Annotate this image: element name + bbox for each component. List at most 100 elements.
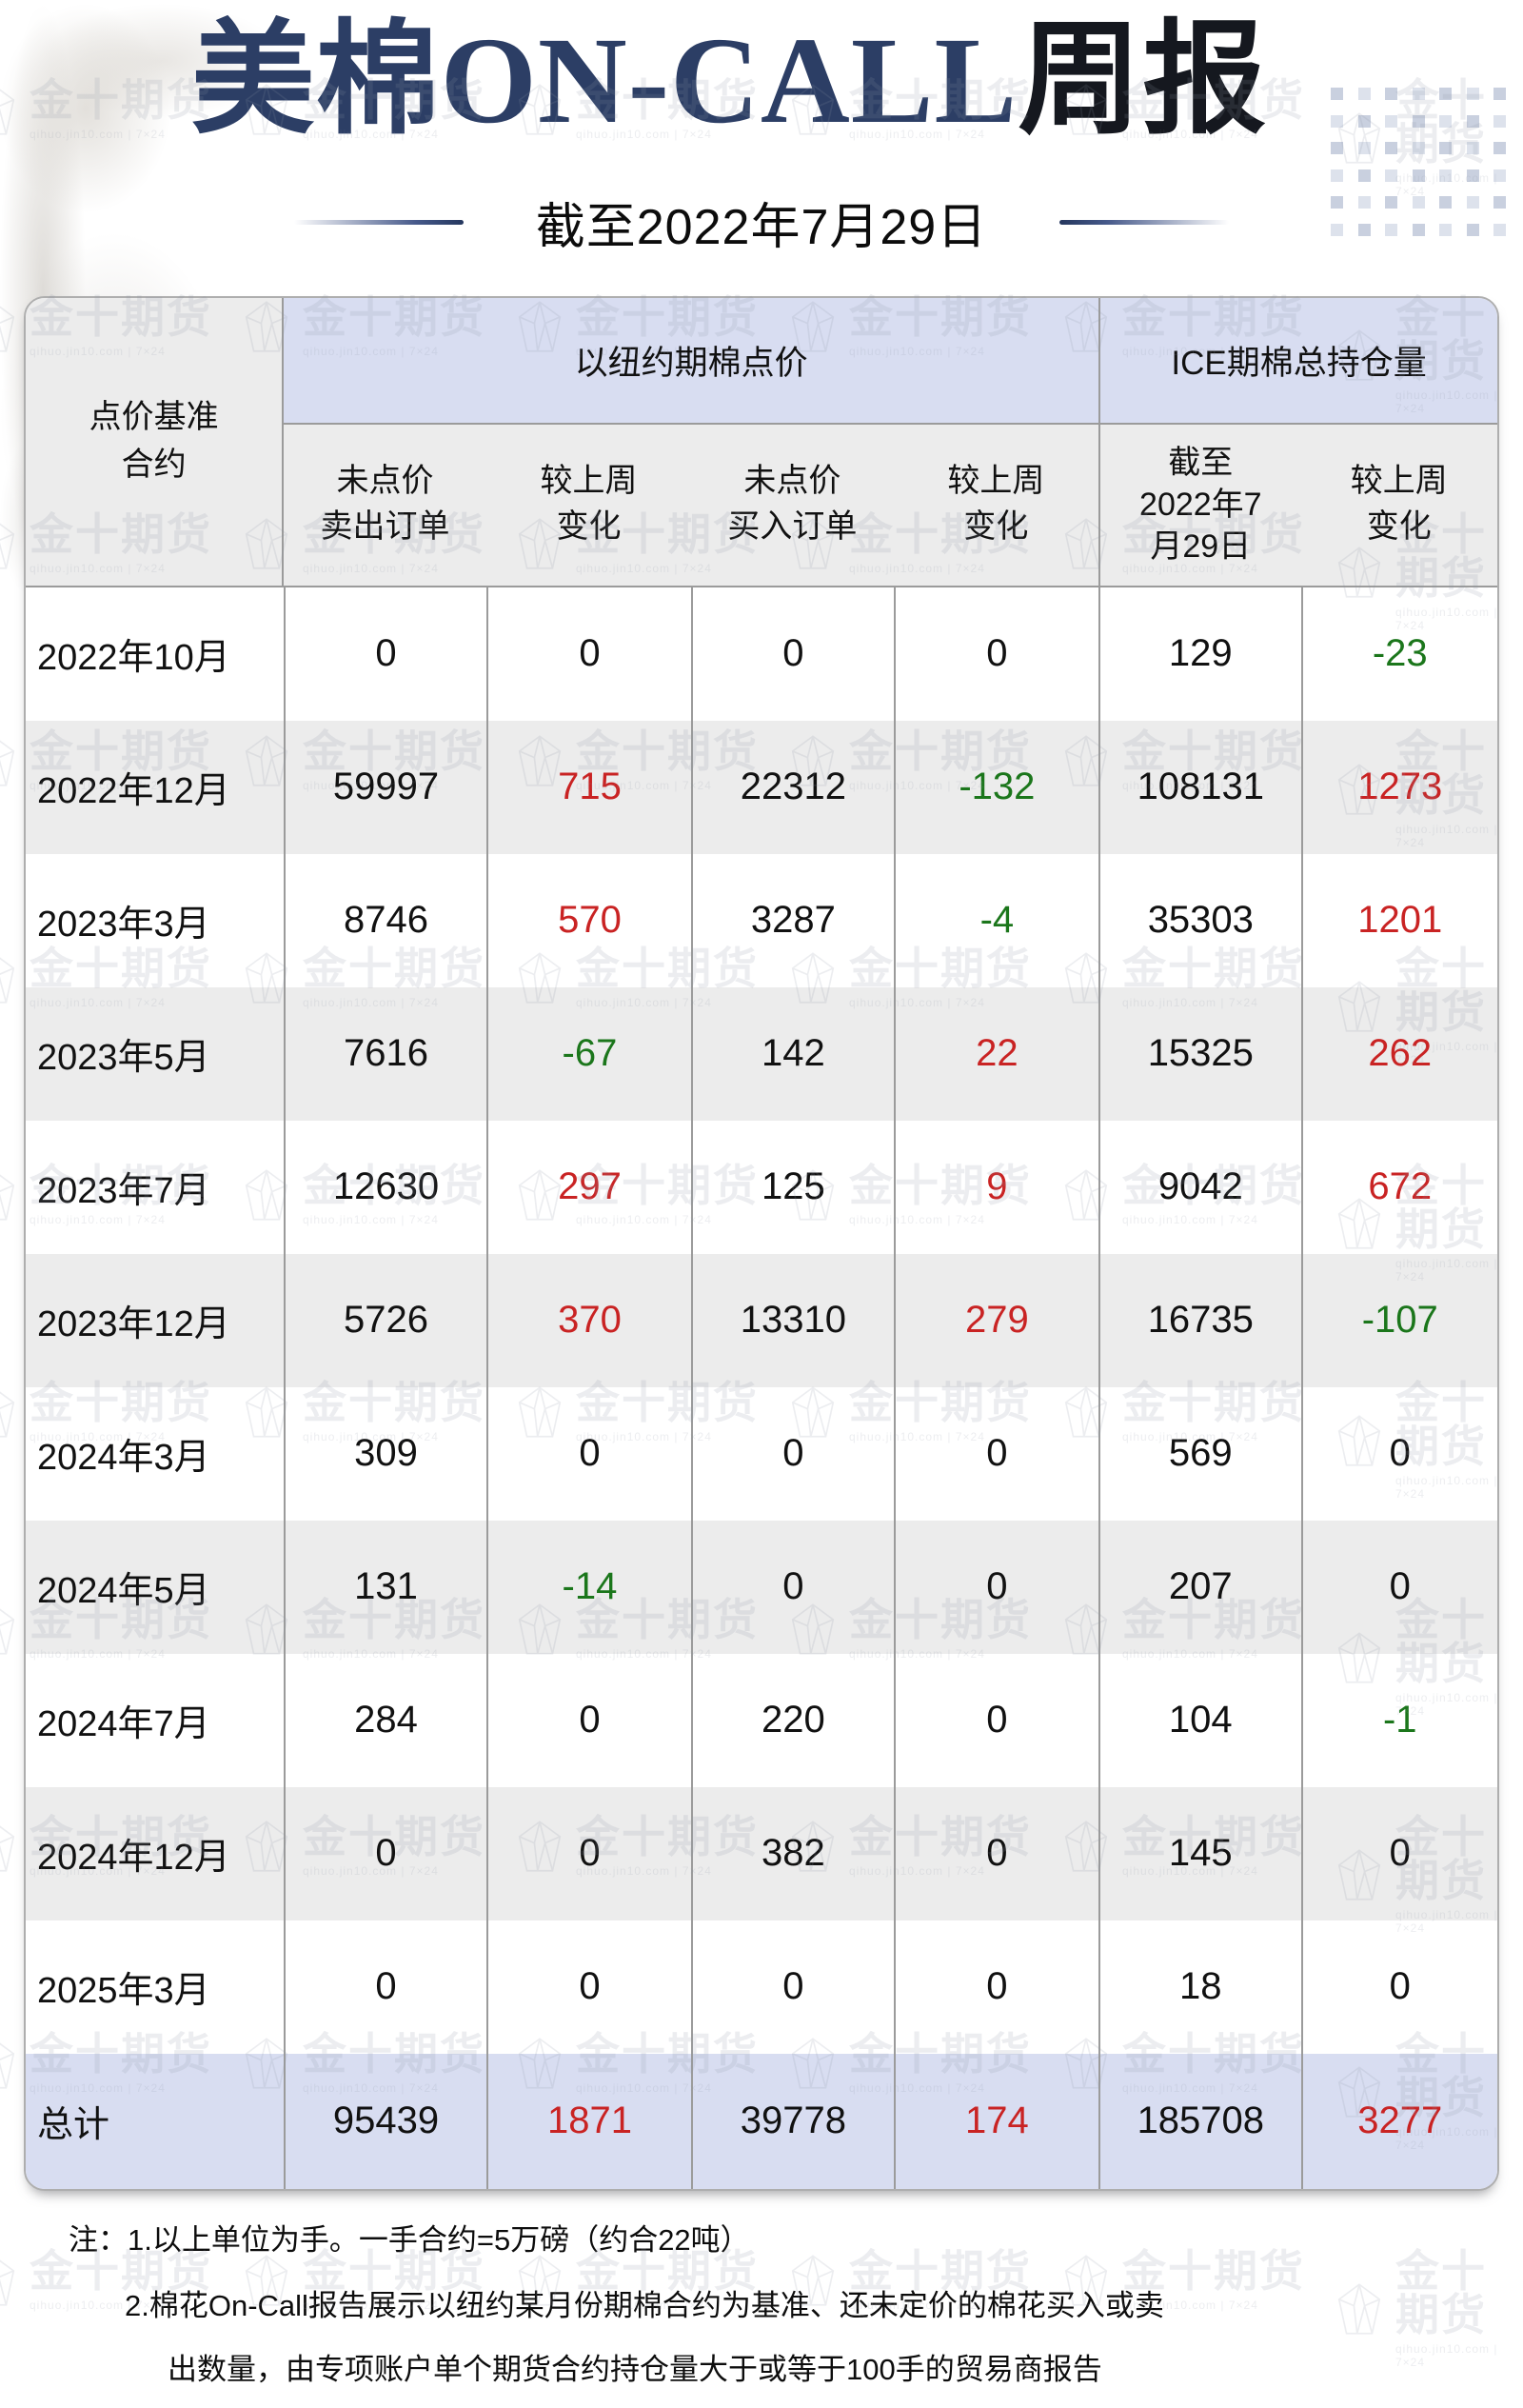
value-cell: 59997 bbox=[284, 720, 485, 854]
row-label: 2023年3月 bbox=[37, 905, 210, 945]
decor-dot bbox=[1493, 196, 1506, 209]
group-header-ny-pricing: 以纽约期棉点价 bbox=[284, 297, 1099, 425]
value-cell: 370 bbox=[485, 1253, 691, 1387]
corner-header-cell: 点价基准 合约 bbox=[26, 297, 285, 587]
decor-dot bbox=[1357, 88, 1371, 100]
decor-dot bbox=[1439, 114, 1452, 128]
table-header: 点价基准 合约 以纽约期棉点价 ICE期棉总持仓量 未点价 卖出订单 较上周 变… bbox=[26, 297, 1497, 587]
decor-dot bbox=[1357, 142, 1371, 154]
decor-dot bbox=[1466, 142, 1479, 154]
decor-dot bbox=[1357, 223, 1371, 236]
decor-dot bbox=[1439, 196, 1452, 209]
decor-dot bbox=[1331, 142, 1343, 154]
sub-header-unpriced-sell: 未点价 卖出订单 bbox=[284, 424, 486, 587]
row-label: 2022年10月 bbox=[37, 638, 230, 678]
table-row: 2023年12月 5726 370 13310 279 16735 -107 bbox=[26, 1253, 1497, 1387]
decor-dot bbox=[1439, 223, 1452, 236]
decor-dot bbox=[1439, 142, 1452, 154]
subtitle-row: 截至2022年7月29日 bbox=[0, 189, 1523, 256]
decor-dot bbox=[1493, 169, 1506, 182]
value-cell: 145 bbox=[1098, 1786, 1300, 1920]
table-row: 2025年3月 0 0 0 0 18 0 bbox=[26, 1920, 1497, 2054]
value-cell: 7616 bbox=[284, 986, 485, 1121]
row-label: 2023年5月 bbox=[37, 1038, 210, 1078]
value-cell: 131 bbox=[284, 1520, 485, 1654]
row-label: 2023年12月 bbox=[37, 1304, 230, 1344]
value-cell: 185708 bbox=[1098, 2053, 1300, 2189]
value-cell: 0 bbox=[893, 1786, 1098, 1920]
value-cell: 174 bbox=[893, 2053, 1098, 2189]
value-cell: 0 bbox=[691, 587, 893, 721]
value-cell: 279 bbox=[893, 1253, 1098, 1387]
group-header-ice-open-interest: ICE期棉总持仓量 bbox=[1098, 297, 1497, 425]
value-cell: 0 bbox=[284, 1786, 485, 1920]
decor-dot bbox=[1412, 223, 1425, 236]
decor-dot bbox=[1466, 114, 1479, 128]
decor-dot bbox=[1385, 114, 1397, 128]
decor-dot bbox=[1357, 169, 1371, 182]
decor-dot bbox=[1466, 88, 1479, 100]
value-cell: 95439 bbox=[284, 2053, 485, 2189]
value-cell: 22312 bbox=[691, 720, 893, 854]
value-cell: 3287 bbox=[691, 853, 893, 987]
decor-dot bbox=[1412, 169, 1425, 182]
table-row: 2023年5月 7616 -67 142 22 15325 262 bbox=[26, 986, 1497, 1121]
value-cell: 0 bbox=[1300, 1386, 1497, 1521]
subtitle: 截至2022年7月29日 bbox=[535, 200, 988, 255]
value-cell: 0 bbox=[691, 1520, 893, 1654]
value-cell: 715 bbox=[485, 720, 691, 854]
decor-dot bbox=[1331, 223, 1343, 236]
value-cell: 0 bbox=[485, 1786, 691, 1920]
value-cell: 262 bbox=[1300, 986, 1497, 1121]
decor-dot bbox=[1466, 169, 1479, 182]
value-cell: 1871 bbox=[485, 2053, 691, 2189]
value-cell: 0 bbox=[485, 1386, 691, 1521]
sub-header-unpriced-buy: 未点价 买入订单 bbox=[691, 424, 894, 587]
value-cell: 672 bbox=[1300, 1120, 1497, 1254]
table-row: 2024年7月 284 0 220 0 104 -1 bbox=[26, 1653, 1497, 1787]
value-cell: 220 bbox=[691, 1653, 893, 1787]
decor-dot bbox=[1357, 196, 1371, 209]
subtitle-line-right bbox=[1059, 220, 1230, 225]
decor-dot bbox=[1385, 142, 1397, 154]
value-cell: 0 bbox=[893, 587, 1098, 721]
value-cell: 5726 bbox=[284, 1253, 485, 1387]
value-cell: 0 bbox=[893, 1920, 1098, 2054]
table-row: 2023年7月 12630 297 125 9 9042 672 bbox=[26, 1120, 1497, 1254]
decor-dot bbox=[1331, 114, 1343, 128]
sub-header-weekly-change-3: 较上周 变化 bbox=[1300, 424, 1497, 587]
value-cell: 104 bbox=[1098, 1653, 1300, 1787]
table-row: 2022年10月 0 0 0 0 129 -23 bbox=[26, 587, 1497, 721]
value-cell: 18 bbox=[1098, 1920, 1300, 2054]
table-row: 2023年3月 8746 570 3287 -4 35303 1201 bbox=[26, 853, 1497, 987]
value-cell: 16735 bbox=[1098, 1253, 1300, 1387]
value-cell: 0 bbox=[284, 587, 485, 721]
value-cell: -107 bbox=[1300, 1253, 1497, 1387]
decor-dot bbox=[1385, 223, 1397, 236]
value-cell: 570 bbox=[485, 853, 691, 987]
value-cell: 1273 bbox=[1300, 720, 1497, 854]
value-cell: 8746 bbox=[284, 853, 485, 987]
decor-dot bbox=[1439, 169, 1452, 182]
value-cell: 39778 bbox=[691, 2053, 893, 2189]
decor-dot bbox=[1385, 169, 1397, 182]
table-row: 2024年3月 309 0 0 0 569 0 bbox=[26, 1386, 1497, 1521]
value-cell: 9 bbox=[893, 1120, 1098, 1254]
row-label: 2022年12月 bbox=[37, 771, 230, 811]
sub-header-weekly-change-1: 较上周 变化 bbox=[485, 424, 692, 587]
decor-dot bbox=[1493, 114, 1506, 128]
table-body: 2022年10月 0 0 0 0 129 -23 2022年12月 59997 715 22312-… bbox=[26, 587, 1497, 2189]
row-label: 2024年12月 bbox=[37, 1838, 230, 1878]
value-cell: 0 bbox=[1300, 1920, 1497, 2054]
value-cell: 0 bbox=[691, 1920, 893, 2054]
total-row: 总计 95439 1871 39778 174 185708 3277 bbox=[26, 2053, 1497, 2189]
subtitle-line-left bbox=[293, 220, 464, 225]
value-cell: 0 bbox=[1300, 1520, 1497, 1654]
value-cell: 12630 bbox=[284, 1120, 485, 1254]
table-row: 2024年5月 131 -14 0 0 207 0 bbox=[26, 1520, 1497, 1654]
value-cell: 569 bbox=[1098, 1386, 1300, 1521]
decor-dot bbox=[1412, 196, 1425, 209]
row-label: 2024年7月 bbox=[37, 1704, 210, 1744]
value-cell: -14 bbox=[485, 1520, 691, 1654]
value-cell: 0 bbox=[485, 587, 691, 721]
